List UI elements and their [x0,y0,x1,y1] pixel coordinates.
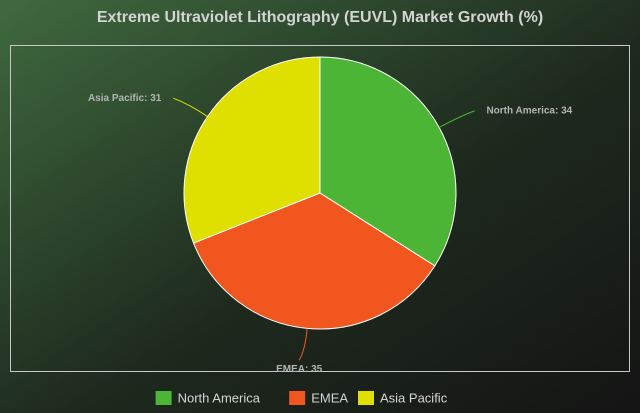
legend: North America EMEA Asia Pacific [155,390,448,405]
data-label: EMEA: 35 [276,364,323,375]
legend-label: North America [178,390,261,405]
legend-swatch [289,391,306,405]
legend-swatch [358,391,374,405]
leader-line [173,97,208,117]
pie: North America: 34 EMEA: 35 Asia Pacific: 3… [88,56,573,375]
legend-swatch [155,391,172,405]
leader-line [438,110,475,128]
leader-line [298,328,308,361]
legend-label: EMEA [311,390,348,405]
chart-title: Extreme Ultraviolet Lithography (EUVL) M… [97,9,543,26]
pie-slice [192,192,436,330]
plot-frame [10,45,630,372]
legend-label: Asia Pacific [380,390,448,405]
data-label: Asia Pacific: 31 [88,93,162,104]
data-label: North America: 34 [486,106,572,117]
